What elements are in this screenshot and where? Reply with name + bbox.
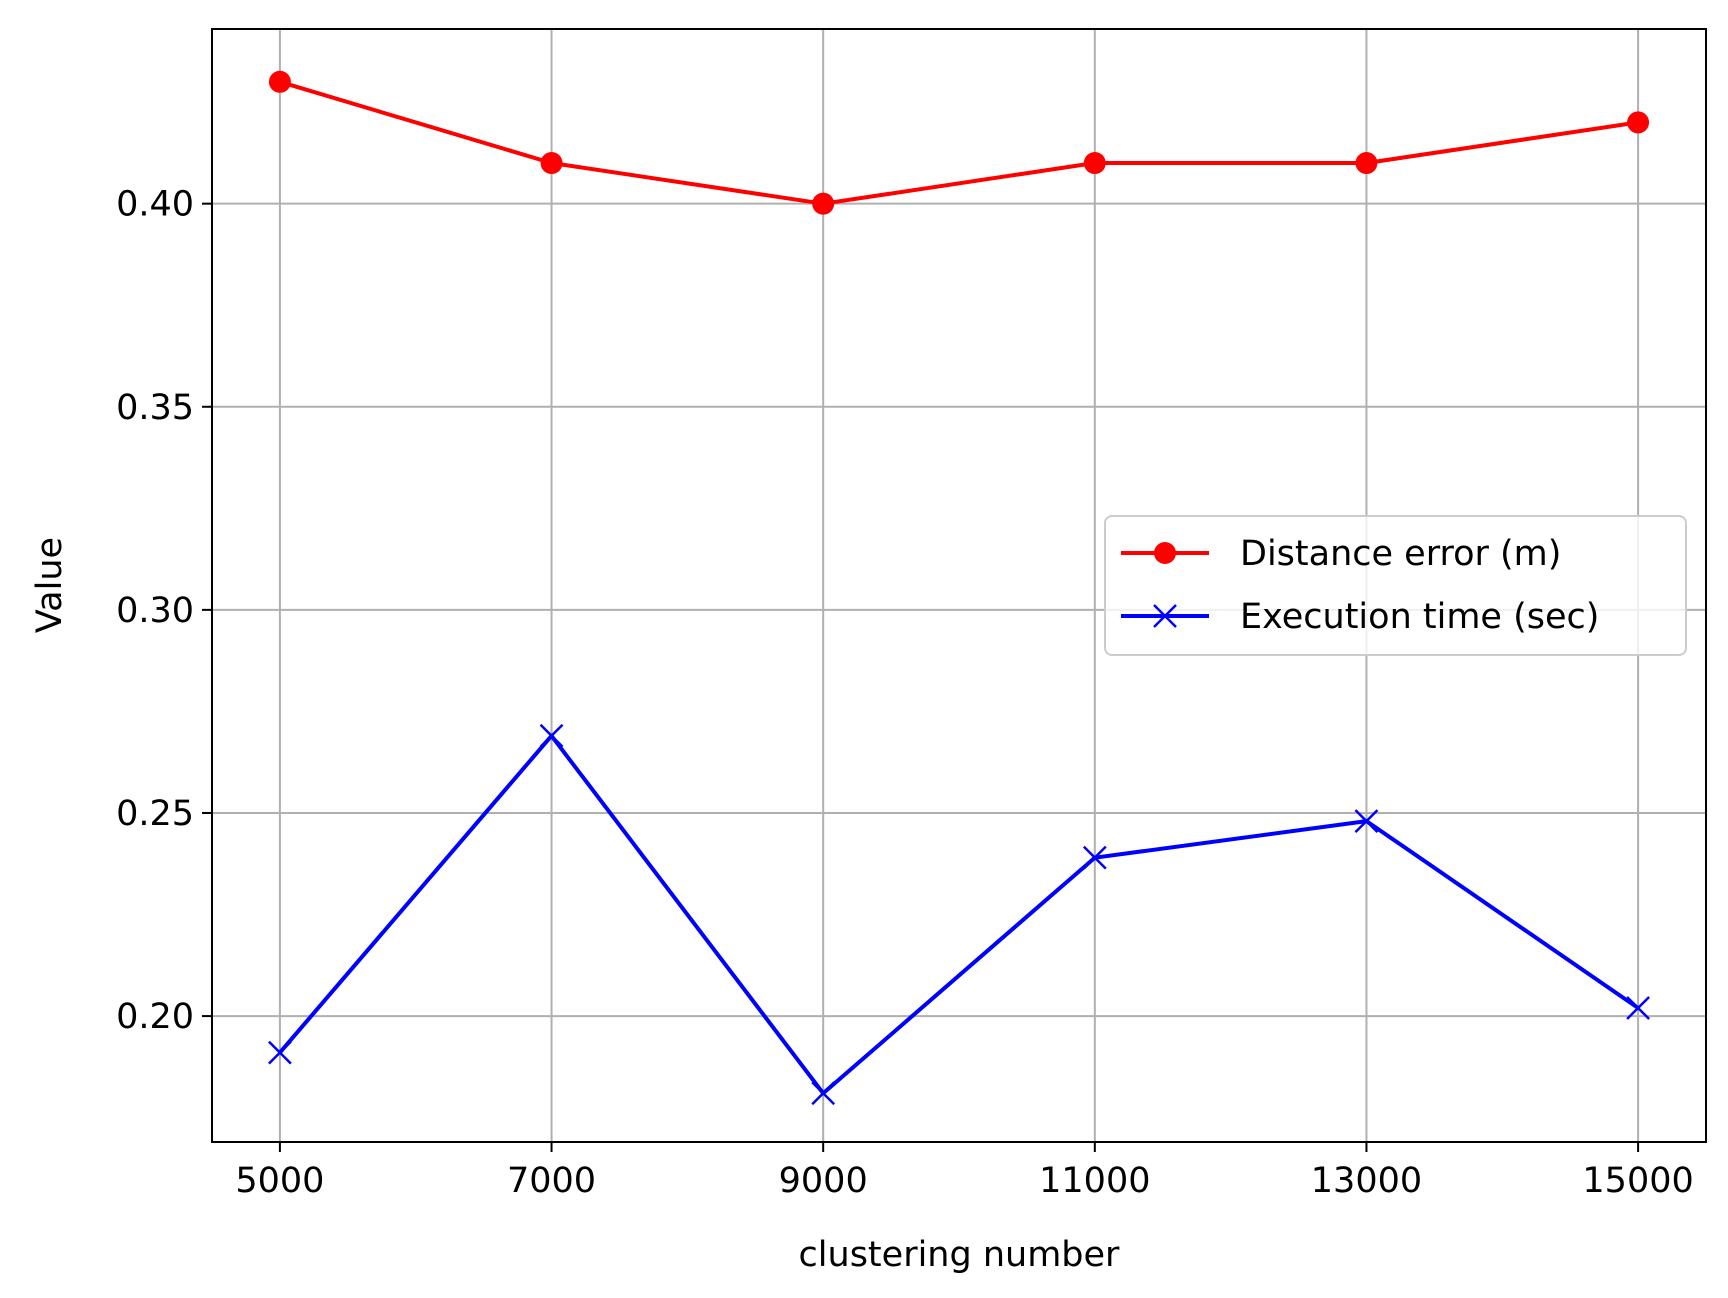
series-line-distance-error-m	[279, 79, 1639, 206]
data-point-execution-time-sec-stroke-b	[1626, 996, 1650, 1020]
data-point-execution-time-sec	[539, 723, 564, 748]
data-point-execution-time-sec	[1626, 996, 1650, 1020]
legend-box	[1104, 515, 1687, 656]
y-tick-label: 0.40	[116, 185, 194, 225]
x-tick-label: 13000	[1311, 1161, 1422, 1201]
y-axis-ticks: 0.20 0.25 0.30 0.35 0.40	[116, 185, 212, 1037]
y-axis-label: Value	[30, 537, 70, 633]
data-point-execution-time-sec-stroke-b	[1082, 845, 1107, 870]
legend: Distance error (m) Execution time (sec)	[1104, 515, 1687, 656]
data-point-execution-time-sec	[1354, 809, 1379, 833]
series-line-execution-time-sec	[278, 733, 1640, 1096]
data-point-distance-error-m	[1083, 152, 1106, 175]
legend-label-distance-error: Distance error (m)	[1240, 534, 1561, 574]
data-point-distance-error-m	[1627, 111, 1650, 134]
legend-marker-execution-time	[1153, 604, 1177, 628]
x-axis-ticks: 5000 7000 9000 11000 13000 15000	[235, 1142, 1694, 1201]
data-point-execution-time-sec	[268, 1040, 292, 1065]
plot-frame	[211, 28, 1707, 1143]
legend-x-mark	[1153, 604, 1177, 628]
data-point-distance-error-m	[812, 192, 835, 215]
data-point-execution-time-sec-stroke-b	[539, 723, 564, 748]
series-distance-error-m	[268, 70, 1650, 215]
x-axis-label: clustering number	[799, 1235, 1120, 1275]
data-point-distance-error-m	[268, 70, 291, 93]
x-tick-label: 5000	[235, 1161, 324, 1201]
legend-entry-execution-time: Execution time (sec)	[1121, 597, 1599, 637]
x-tick-label: 9000	[779, 1161, 868, 1201]
legend-marker-distance-error	[1154, 542, 1176, 564]
data-point-execution-time-sec-stroke-b	[268, 1040, 292, 1065]
data-point-distance-error-m	[540, 152, 563, 175]
data-point-execution-time-sec	[811, 1081, 836, 1106]
series-layer	[268, 70, 1650, 1106]
x-tick-label: 7000	[507, 1161, 596, 1201]
x-tick-label: 15000	[1582, 1161, 1693, 1201]
y-tick-label: 0.25	[116, 794, 194, 834]
y-tick-label: 0.20	[116, 997, 194, 1037]
data-point-execution-time-sec-stroke-b	[1354, 809, 1379, 833]
legend-entry-distance-error: Distance error (m)	[1121, 534, 1561, 574]
data-point-distance-error-m	[1355, 152, 1378, 175]
data-point-execution-time-sec-stroke-b	[811, 1081, 836, 1106]
data-point-execution-time-sec	[1082, 845, 1107, 870]
legend-x-mark-stroke-b	[1153, 604, 1177, 628]
y-tick-label: 0.35	[116, 388, 194, 428]
legend-label-execution-time: Execution time (sec)	[1240, 597, 1599, 637]
y-tick-label: 0.30	[116, 591, 194, 631]
series-execution-time-sec	[268, 723, 1650, 1106]
x-tick-label: 11000	[1039, 1161, 1150, 1201]
